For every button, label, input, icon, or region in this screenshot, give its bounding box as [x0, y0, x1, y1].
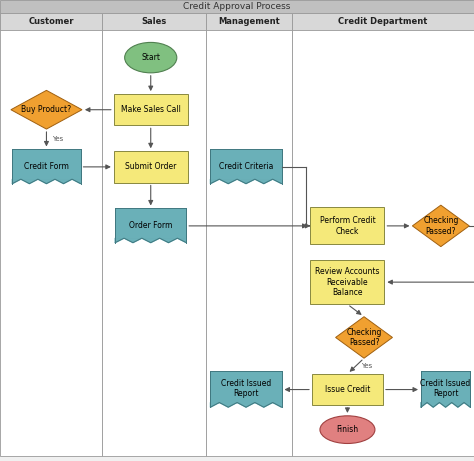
Polygon shape	[336, 317, 392, 358]
FancyBboxPatch shape	[115, 208, 186, 238]
FancyBboxPatch shape	[0, 0, 474, 13]
Text: Buy Product?: Buy Product?	[21, 105, 72, 114]
Text: Order Form: Order Form	[129, 221, 173, 230]
Text: Issue Credit: Issue Credit	[325, 385, 370, 394]
Text: Review Accounts
Receivable
Balance: Review Accounts Receivable Balance	[315, 267, 380, 297]
Text: Checking
Passed?: Checking Passed?	[346, 328, 382, 347]
Text: Sales: Sales	[141, 17, 167, 26]
FancyBboxPatch shape	[12, 149, 81, 179]
FancyBboxPatch shape	[102, 13, 206, 456]
FancyBboxPatch shape	[114, 151, 188, 183]
Ellipse shape	[320, 416, 375, 443]
Text: Yes: Yes	[52, 136, 64, 142]
FancyBboxPatch shape	[312, 374, 383, 405]
FancyBboxPatch shape	[0, 13, 102, 30]
Text: Credit Form: Credit Form	[24, 162, 69, 171]
FancyBboxPatch shape	[206, 13, 292, 30]
FancyBboxPatch shape	[114, 94, 188, 125]
Polygon shape	[11, 90, 82, 129]
Polygon shape	[12, 179, 81, 183]
Text: Checking
Passed?: Checking Passed?	[423, 216, 458, 236]
FancyBboxPatch shape	[210, 371, 282, 402]
Text: Finish: Finish	[337, 425, 358, 434]
Text: Perform Credit
Check: Perform Credit Check	[319, 216, 375, 236]
FancyBboxPatch shape	[0, 13, 102, 456]
FancyBboxPatch shape	[421, 371, 470, 402]
FancyBboxPatch shape	[210, 149, 282, 179]
Polygon shape	[115, 238, 186, 242]
Text: Start: Start	[141, 53, 160, 62]
FancyBboxPatch shape	[206, 13, 292, 456]
Polygon shape	[210, 402, 282, 407]
Polygon shape	[421, 402, 470, 407]
Text: Submit Order: Submit Order	[125, 162, 176, 171]
Text: Credit Approval Process: Credit Approval Process	[183, 2, 291, 11]
Text: Management: Management	[218, 17, 280, 26]
Ellipse shape	[125, 42, 177, 73]
FancyBboxPatch shape	[310, 260, 384, 304]
Text: Credit Department: Credit Department	[338, 17, 428, 26]
FancyBboxPatch shape	[310, 207, 384, 244]
Polygon shape	[210, 179, 282, 183]
FancyBboxPatch shape	[292, 13, 474, 456]
FancyBboxPatch shape	[102, 13, 206, 30]
Text: Credit Issued
Report: Credit Issued Report	[221, 379, 271, 398]
Text: Yes: Yes	[361, 363, 373, 369]
Polygon shape	[412, 205, 469, 247]
Text: Credit Criteria: Credit Criteria	[219, 162, 273, 171]
Text: Make Sales Call: Make Sales Call	[121, 105, 181, 114]
FancyBboxPatch shape	[292, 13, 474, 30]
Text: Credit Issued
Report: Credit Issued Report	[420, 379, 471, 398]
Text: Customer: Customer	[28, 17, 73, 26]
